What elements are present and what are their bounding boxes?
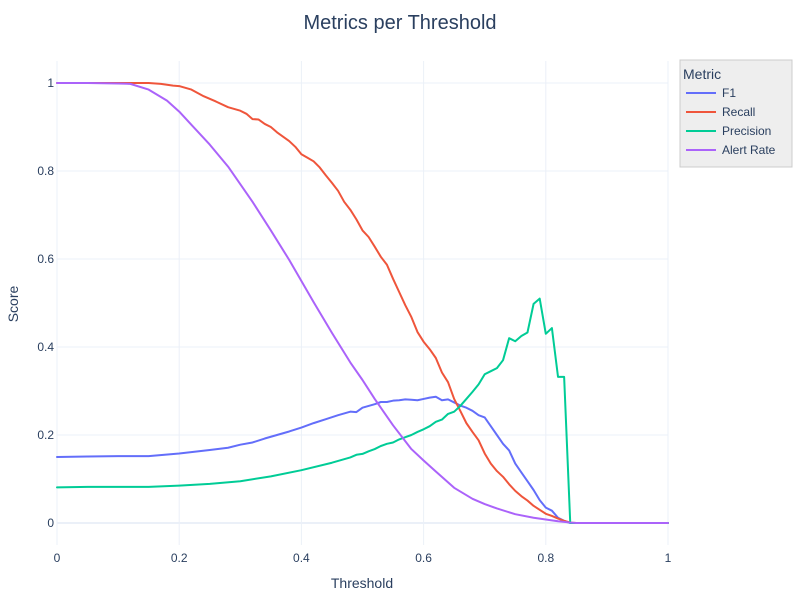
legend-label: F1 — [722, 86, 736, 100]
x-tick-label: 0.8 — [537, 551, 554, 565]
series-line-recall — [56, 82, 669, 524]
legend-items: F1 Recall Precision Alert Rate — [686, 86, 776, 157]
y-tick-label: 1 — [47, 76, 54, 90]
legend-label: Precision — [722, 124, 771, 138]
legend-label: Recall — [722, 105, 755, 119]
legend-item-alert-rate[interactable]: Alert Rate — [686, 143, 776, 157]
x-tick-label: 0 — [54, 551, 61, 565]
y-tick-label: 0 — [47, 516, 54, 530]
x-tick-label: 0.2 — [171, 551, 188, 565]
y-tick-label: 0.4 — [37, 340, 54, 354]
x-tick-label: 0.6 — [415, 551, 432, 565]
legend-title: Metric — [683, 66, 721, 82]
y-tick-label: 0.8 — [37, 164, 54, 178]
legend-label: Alert Rate — [722, 143, 776, 157]
legend-item-precision[interactable]: Precision — [686, 124, 771, 138]
x-axis-title: Threshold — [331, 575, 393, 591]
series-lines — [56, 82, 669, 524]
legend: Metric F1 Recall Precision Alert Rate — [679, 59, 793, 168]
legend-item-f1[interactable]: F1 — [686, 86, 736, 100]
y-tick-label: 0.2 — [37, 428, 54, 442]
y-axis-title: Score — [5, 286, 21, 323]
tick-labels: 0 0.2 0.4 0.6 0.8 1 0 0.2 0.4 0.6 0.8 1 — [37, 76, 671, 565]
series-line-alert-rate — [56, 82, 669, 524]
series-line-precision — [56, 297, 669, 524]
y-tick-label: 0.6 — [37, 252, 54, 266]
legend-item-recall[interactable]: Recall — [686, 105, 755, 119]
chart-title: Metrics per Threshold — [303, 12, 496, 34]
series-line-f1 — [56, 395, 669, 524]
x-tick-label: 0.4 — [293, 551, 310, 565]
x-tick-label: 1 — [665, 551, 672, 565]
